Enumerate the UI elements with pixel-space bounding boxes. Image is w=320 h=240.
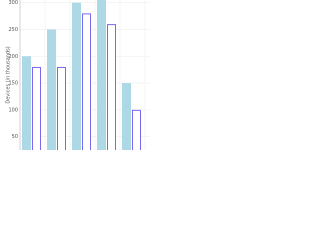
- bar: [107, 24, 116, 150]
- y-tick-label: 250: [8, 27, 18, 33]
- bar: [57, 66, 66, 150]
- y-tick-label: 200: [8, 54, 18, 60]
- page: {"chart_data": {"type": "bar", "y_label"…: [5, 0, 150, 150]
- bar: [122, 83, 131, 150]
- y-tick-label: 100: [8, 107, 18, 113]
- bar: [97, 0, 106, 150]
- bar: [22, 56, 31, 150]
- chart: Devices (in thousands) 50 100 150 200 250 300: [6, 0, 150, 150]
- y-axis-label: Devices (in thousands): [6, 46, 12, 103]
- bar: [72, 2, 81, 150]
- y-tick-label: 150: [8, 81, 18, 87]
- y-tick-label: 50: [12, 134, 18, 140]
- bar: [47, 29, 56, 150]
- bar: [32, 66, 41, 150]
- bar: [132, 109, 141, 150]
- y-tick-label: 300: [8, 0, 18, 6]
- bar: [82, 13, 91, 150]
